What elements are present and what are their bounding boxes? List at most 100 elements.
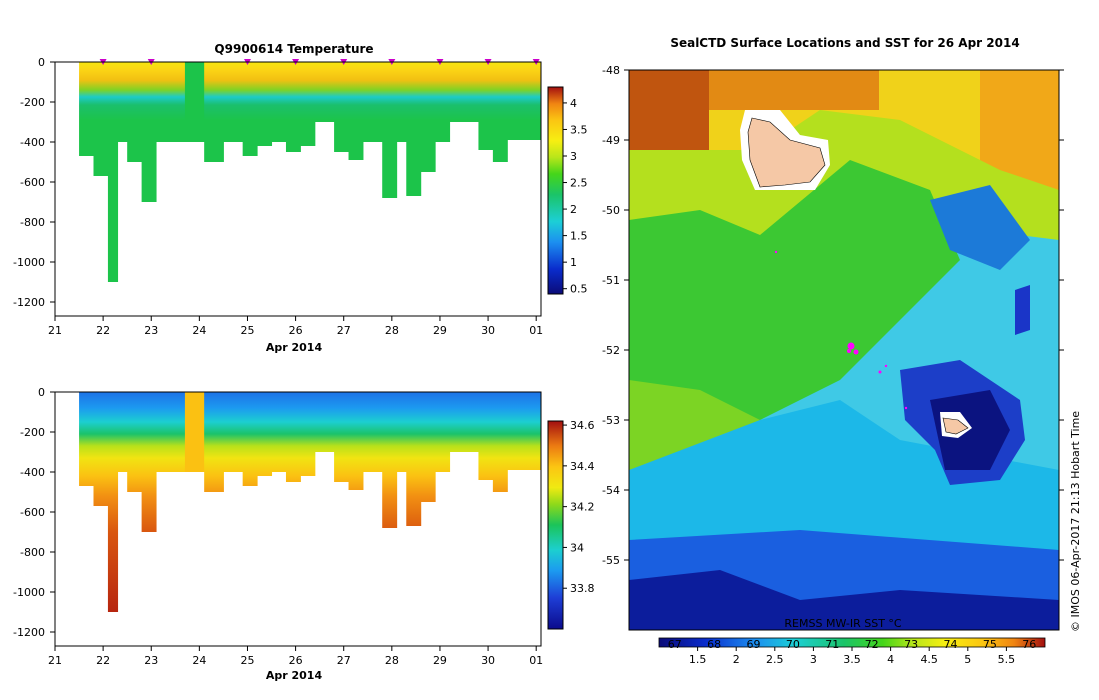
- sst-field: REMSS MW-IR SST °C: [629, 70, 1059, 630]
- celsius-tick-label: 4.5: [920, 653, 938, 666]
- map-title: SealCTD Surface Locations and SST for 26…: [670, 36, 1019, 50]
- temperature-title: Q9900614 Temperature: [214, 42, 373, 56]
- y-tick-label: -1000: [13, 256, 45, 269]
- profile-bar: [420, 62, 436, 172]
- colorbar-tick-label: 34.4: [570, 460, 595, 473]
- seal-location: [878, 370, 882, 374]
- profile-bar: [492, 62, 508, 162]
- x-tick-label: 23: [144, 324, 158, 337]
- colorbar-tick-label: 0.5: [570, 283, 588, 296]
- anomaly-profile-bar: [184, 62, 205, 142]
- anomaly-profile-bar: [184, 392, 205, 472]
- profile-bar: [141, 392, 157, 532]
- profile-bar: [396, 392, 407, 472]
- fahrenheit-tick-label: 70: [786, 638, 800, 651]
- profile-bar: [478, 392, 494, 480]
- y-tick-label: -800: [20, 546, 45, 559]
- profile-bar: [348, 62, 364, 160]
- profile-bar: [314, 62, 335, 122]
- lat-tick-label: -52: [602, 344, 620, 357]
- profile-bar: [507, 62, 523, 140]
- colorbar-tick-label: 2: [570, 203, 577, 216]
- profile-bar: [435, 62, 451, 142]
- profile-bar: [459, 62, 479, 122]
- fahrenheit-tick-label: 76: [1022, 638, 1036, 651]
- colorbar-tick-label: 4: [570, 97, 577, 110]
- y-tick-label: 0: [38, 56, 45, 69]
- colorbar-tick-label: 34.2: [570, 501, 595, 514]
- profile-bar: [107, 392, 119, 612]
- profile-bar: [396, 62, 407, 142]
- colorbar-tick-label: 1: [570, 256, 577, 269]
- profile-bar: [492, 392, 508, 492]
- celsius-tick-label: 1.5: [689, 653, 707, 666]
- profile-bar: [127, 392, 143, 492]
- profile-bar: [507, 392, 523, 470]
- profile-bar: [435, 392, 451, 472]
- colorbar-tick-label: 2.5: [570, 177, 588, 190]
- profile-bar: [362, 62, 383, 142]
- profile-bar: [300, 62, 316, 146]
- colorbar-tick-label: 34.6: [570, 419, 595, 432]
- x-tick-label: 01: [529, 324, 543, 337]
- temperature-plot-frame: [54, 61, 542, 317]
- temperature-colorbar: [547, 86, 564, 295]
- fahrenheit-tick-label: 74: [943, 638, 957, 651]
- profile-bar: [406, 392, 422, 526]
- salinity-colorbar: [547, 420, 564, 630]
- profile-bar: [348, 392, 364, 490]
- fahrenheit-tick-label: 71: [825, 638, 839, 651]
- profile-bar: [382, 392, 398, 528]
- profile-bar: [314, 392, 335, 452]
- profile-bar: [93, 392, 109, 506]
- salinity-x-label: Apr 2014: [266, 669, 323, 682]
- profile-bar: [521, 62, 542, 140]
- colorbar-tick-label: 33.8: [570, 582, 595, 595]
- salinity-plot-frame: [54, 391, 542, 647]
- temperature-profiles: [79, 62, 542, 282]
- x-tick-label: 22: [96, 324, 110, 337]
- profile-bar: [141, 62, 157, 202]
- x-tick-label: 01: [529, 654, 543, 667]
- salinity-profiles: [79, 392, 542, 612]
- seal-location: [774, 250, 778, 254]
- x-tick-label: 29: [433, 324, 447, 337]
- x-tick-label: 30: [481, 654, 495, 667]
- fahrenheit-tick-label: 72: [865, 638, 879, 651]
- lat-tick-label: -53: [602, 414, 620, 427]
- seal-locations: [774, 250, 908, 410]
- profile-bar: [334, 62, 350, 152]
- y-tick-label: -800: [20, 216, 45, 229]
- profile-bar: [79, 392, 94, 486]
- lat-tick-label: -49: [602, 134, 620, 147]
- fahrenheit-tick-label: 73: [904, 638, 918, 651]
- fahrenheit-tick-label: 68: [707, 638, 721, 651]
- x-tick-label: 23: [144, 654, 158, 667]
- x-tick-label: 21: [48, 654, 62, 667]
- x-tick-label: 28: [385, 324, 399, 337]
- celsius-tick-label: 3.5: [843, 653, 861, 666]
- sst-source-label: REMSS MW-IR SST °C: [784, 617, 902, 630]
- y-tick-label: 0: [38, 386, 45, 399]
- x-tick-label: 26: [289, 654, 303, 667]
- profile-bar: [107, 62, 119, 282]
- profile-bar: [117, 62, 128, 142]
- y-tick-label: -600: [20, 506, 45, 519]
- celsius-tick-label: 2: [733, 653, 740, 666]
- lat-tick-label: -55: [602, 554, 620, 567]
- x-tick-label: 25: [240, 324, 254, 337]
- salinity-section: 0 -200 -400 -600 -800 -1000 -1200 21 22 23 24 25 26…: [13, 386, 594, 682]
- profile-bar: [223, 62, 244, 142]
- colorbar-tick-label: 34: [570, 541, 584, 554]
- x-tick-label: 24: [192, 654, 206, 667]
- profile-bar: [79, 62, 94, 156]
- seal-location: [847, 349, 851, 353]
- profile-bar: [406, 62, 422, 196]
- profile-bar: [127, 62, 143, 162]
- celsius-tick-label: 3: [810, 653, 817, 666]
- celsius-tick-label: 4: [887, 653, 894, 666]
- x-tick-label: 27: [337, 654, 351, 667]
- lat-tick-label: -48: [602, 64, 620, 77]
- profile-bar: [271, 62, 287, 142]
